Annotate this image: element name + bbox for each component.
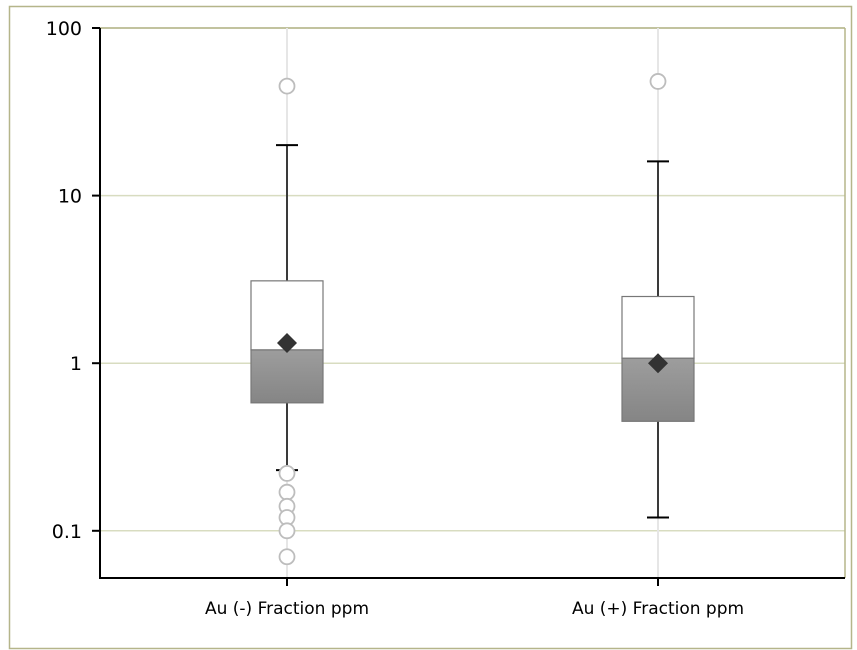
tick-labels: 100 10 1 0.1 Au (-) Fraction ppm Au (+) Fract…	[46, 18, 744, 619]
plot-area	[250, 28, 695, 578]
y-tick-label: 0.1	[52, 521, 82, 543]
x-category-label: Au (-) Fraction ppm	[205, 599, 369, 619]
outlier-point	[649, 73, 667, 90]
box-group	[250, 28, 324, 578]
outlier-point	[278, 548, 296, 566]
gridlines	[100, 27, 846, 578]
axes	[92, 27, 845, 586]
mean-marker	[277, 332, 297, 353]
mean-marker	[648, 353, 668, 374]
y-tick-label: 10	[58, 186, 82, 208]
outlier-point	[278, 522, 296, 540]
y-tick-label: 100	[46, 18, 82, 40]
lower-box	[250, 349, 324, 404]
outlier-point	[278, 465, 296, 482]
box-group	[621, 28, 695, 578]
chart-outer-border	[8, 5, 853, 650]
upper-box	[621, 295, 695, 359]
y-tick-label: 1	[70, 353, 82, 375]
outlier-point	[278, 483, 296, 501]
outlier-point	[278, 77, 296, 95]
x-category-label: Au (+) Fraction ppm	[572, 599, 744, 619]
